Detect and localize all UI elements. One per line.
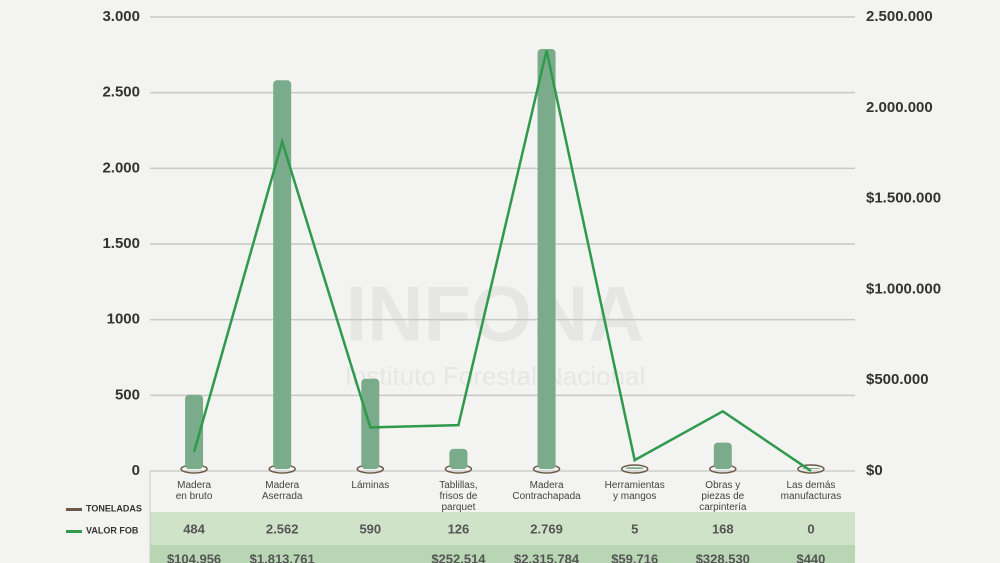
- legend-swatch: [66, 508, 82, 511]
- y-tick-label: 1000: [107, 311, 140, 328]
- table-cell: 126: [448, 521, 470, 536]
- legend-label: VALOR FOB: [86, 525, 139, 535]
- watermark-subtitle: Instituto Forestal Nacional: [345, 361, 646, 391]
- bar: [273, 80, 292, 469]
- x-tick-label: Tablillas, frisos de parquet: [439, 480, 478, 513]
- y2-tick-label: $1.000.000: [866, 280, 941, 297]
- table-cell: 484: [183, 521, 205, 536]
- x-tick-label: Madera Contrachapada: [512, 480, 581, 502]
- bar-base: [797, 464, 825, 474]
- legend-swatch: [66, 530, 82, 533]
- table-cell: 5: [631, 521, 638, 536]
- table-cell: 0: [807, 521, 814, 536]
- line: [192, 50, 812, 472]
- table-cell: 590: [359, 521, 381, 536]
- table-cell: $252.514: [431, 551, 486, 563]
- bar: [713, 442, 732, 469]
- bar: [625, 467, 644, 469]
- row-fob: [150, 545, 855, 563]
- y2-tick-label: $1.500.000: [866, 190, 941, 207]
- bar: [185, 394, 204, 469]
- table-cell: $328.530: [696, 551, 750, 563]
- bar-base: [620, 464, 649, 474]
- table-cell: $104.956: [167, 551, 221, 563]
- legend-label: TONELADAS: [86, 503, 142, 513]
- table-cell: 168: [712, 521, 734, 536]
- x-tick-label: Madera en bruto: [176, 480, 213, 502]
- bar: [449, 448, 468, 469]
- table-cell: $1.813.761: [250, 551, 315, 563]
- y-tick-label: 2.000: [102, 159, 140, 176]
- y-tick-label: 2.500: [102, 84, 140, 101]
- table-cell: 2.769: [530, 521, 563, 536]
- row-toneladas: [150, 512, 855, 545]
- y2-tick-label: $500.000: [866, 371, 929, 388]
- y-tick-label: 3.000: [102, 8, 140, 25]
- watermark: INFONA: [346, 270, 645, 358]
- y2-tick-label: 2.000.000: [866, 99, 933, 116]
- y-tick-label: 500: [115, 386, 140, 403]
- x-tick-label: Obras y piezas de carpintería: [699, 480, 747, 513]
- y2-tick-label: 2.500.000: [866, 8, 933, 25]
- table-cell: 2.562: [266, 521, 299, 536]
- y2-tick-label: $0: [866, 462, 883, 479]
- y-tick-label: 1.500: [102, 235, 140, 252]
- y-tick-label: 0: [132, 462, 140, 479]
- x-tick-label: Las demás manufacturas: [781, 480, 842, 502]
- table-cell: $59.716: [611, 551, 658, 563]
- x-tick-label: Madera Aserrada: [262, 480, 303, 502]
- table-cell: $2.315.784: [514, 551, 580, 563]
- table-cell: $440: [796, 551, 825, 563]
- bar: [537, 48, 556, 469]
- x-tick-label: Herramientas y mangos: [605, 480, 665, 502]
- x-tick-label: Láminas: [351, 480, 389, 491]
